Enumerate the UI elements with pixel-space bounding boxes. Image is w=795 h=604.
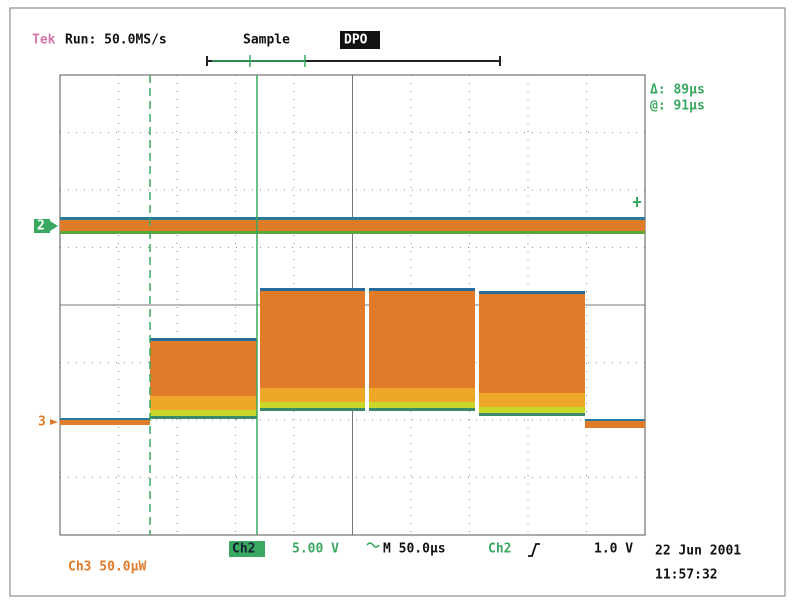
dpo-label: DPO [344,33,368,48]
pulse-low-band [150,396,257,410]
pulse-top-edge [150,338,257,341]
pulse-low-band [369,388,475,402]
pulse-bottom-edge [150,410,257,416]
pulse-top-edge [369,288,475,291]
ch3-baseline-edge [60,418,150,420]
trigger-level: 1.0 V [594,542,633,557]
cursor-delta: Δ: 89µs [650,83,705,98]
pulse-top-edge [479,291,585,294]
pulse-top-edge [260,288,365,291]
ch3-marker: 3 [38,415,46,430]
ch3-baseline-edge [585,419,645,421]
date: 22 Jun 2001 [655,544,741,559]
timebase: M 50.0µs [383,542,446,557]
run-status: Run: 50.0MS/s [65,33,167,48]
pulse-bottom-line [479,413,585,416]
pulse-bottom-line [260,408,365,411]
pulse-low-band [260,388,365,402]
cursor-position: @: 91µs [650,99,705,114]
ch2-marker: 2 [37,219,45,234]
pulse-low-band [479,393,585,407]
brand: Tek [32,33,56,48]
oscilloscope-screen: Tek Run: 50.0MS/s Sample DPO Δ: 89µs @: … [0,0,795,604]
pulse-bottom-edge [260,402,365,408]
acq-mode: Sample [243,33,290,48]
ch2-trace [60,220,645,232]
page: Tek Run: 50.0MS/s Sample DPO Δ: 89µs @: … [0,0,795,604]
pulse-bottom-edge [369,402,475,408]
ch2-scale: 5.00 V [292,542,339,557]
ch2-trace-edge [60,231,645,234]
pulse-bottom-line [369,408,475,411]
ch3-scale: Ch3 50.0µW [68,560,146,575]
time: 11:57:32 [655,568,718,583]
ch2-label: Ch2 [232,542,255,557]
trigger-source: Ch2 [488,542,511,557]
ch3-baseline [585,420,645,428]
pulse-bottom-edge [479,407,585,413]
pulse-bottom-line [150,416,257,419]
